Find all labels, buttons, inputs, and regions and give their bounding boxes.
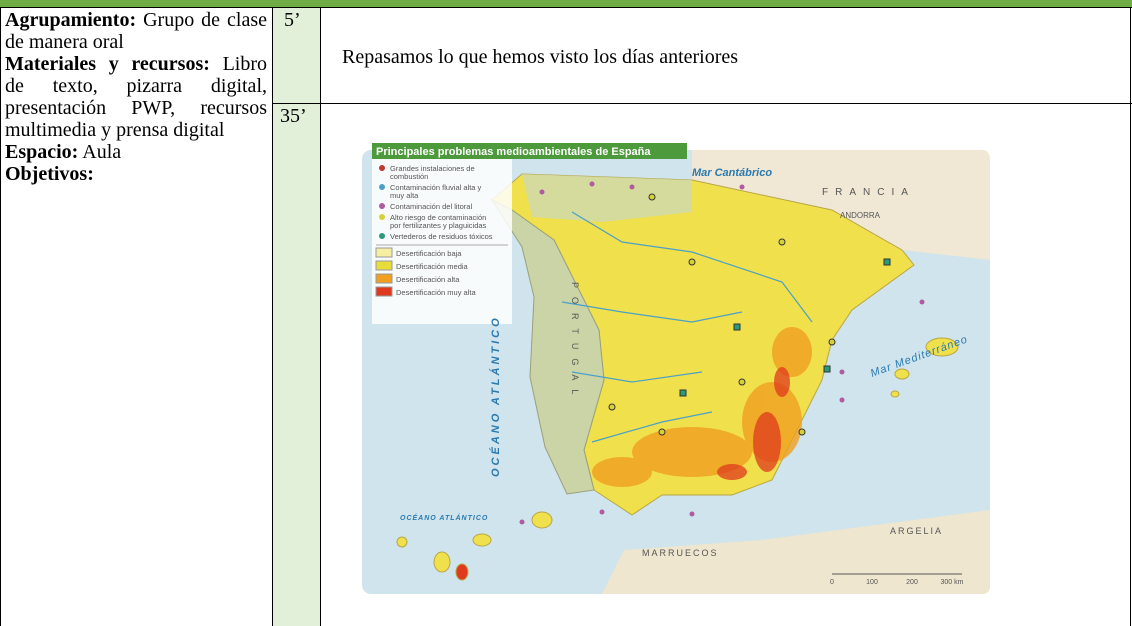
paragraph: Materiales y recursos: Libro de texto, p… [5, 53, 267, 141]
legend-text: Desertificación media [396, 262, 469, 271]
legend-text: por fertilizantes y plaguicidas [390, 221, 487, 230]
legend-swatch [376, 261, 392, 270]
map-title: Principales problemas medioambientales d… [376, 146, 651, 158]
label: Espacio: [5, 141, 78, 163]
border [320, 8, 321, 626]
map-label: MARRUECOS [642, 548, 719, 558]
legend-text: Vertederos de residuos tóxicos [390, 232, 493, 241]
legend-text: muy alta [390, 191, 419, 200]
legend-text: Desertificación muy alta [396, 288, 476, 297]
legend-swatch [379, 165, 385, 171]
time: 5’ [284, 9, 301, 31]
paragraph: Agrupamiento: Grupo de clase de manera o… [5, 9, 267, 53]
legend-swatch [379, 214, 385, 220]
paragraph: Objetivos: [5, 163, 267, 185]
header-bar [0, 0, 1132, 8]
legend-text: Contaminación del litoral [390, 202, 472, 211]
border [272, 8, 273, 626]
map-label: ANDORRA [840, 211, 881, 220]
border [272, 103, 1132, 104]
map-label: ARGELIA [890, 526, 943, 536]
legend-swatch [379, 233, 385, 239]
scale-label: 200 [906, 579, 918, 586]
map: Principales problemas medioambientales d… [362, 142, 992, 596]
activity: Repasamos lo que hemos visto los días an… [342, 46, 738, 68]
text: Aula [82, 141, 121, 163]
border [1130, 8, 1131, 626]
label: Objetivos: [5, 163, 94, 185]
label: Agrupamiento: [5, 9, 136, 31]
scale-label: 300 km [941, 579, 964, 586]
paragraph: Espacio: Aula [5, 141, 267, 163]
legend-text: combustión [390, 172, 428, 181]
time-column [272, 8, 320, 626]
legend-swatch [379, 203, 385, 209]
side-cell: Agrupamiento: Grupo de clase de manera o… [5, 9, 267, 185]
legend-swatch [379, 184, 385, 190]
map-label: OCÉANO ATLÁNTICO [400, 513, 488, 522]
map-label: PORTUGAL [570, 282, 580, 403]
legend-swatch [376, 287, 392, 296]
page: Agrupamiento: Grupo de clase de manera o… [0, 0, 1132, 626]
legend-text: Desertificación baja [396, 249, 462, 258]
scale-label: 100 [866, 579, 878, 586]
legend-swatch [376, 274, 392, 283]
map-label: Mar Cantábrico [692, 167, 772, 179]
map-label: FRANCIA [822, 187, 915, 198]
time: 35’ [280, 105, 307, 127]
north-region [522, 174, 692, 222]
map-label: OCÉANO ATLÁNTICO [489, 315, 502, 477]
legend-swatch [376, 248, 392, 257]
scale-label: 0 [830, 579, 834, 586]
border [0, 8, 1, 626]
legend-text: Desertificación alta [396, 275, 460, 284]
label: Materiales y recursos: [5, 53, 210, 75]
